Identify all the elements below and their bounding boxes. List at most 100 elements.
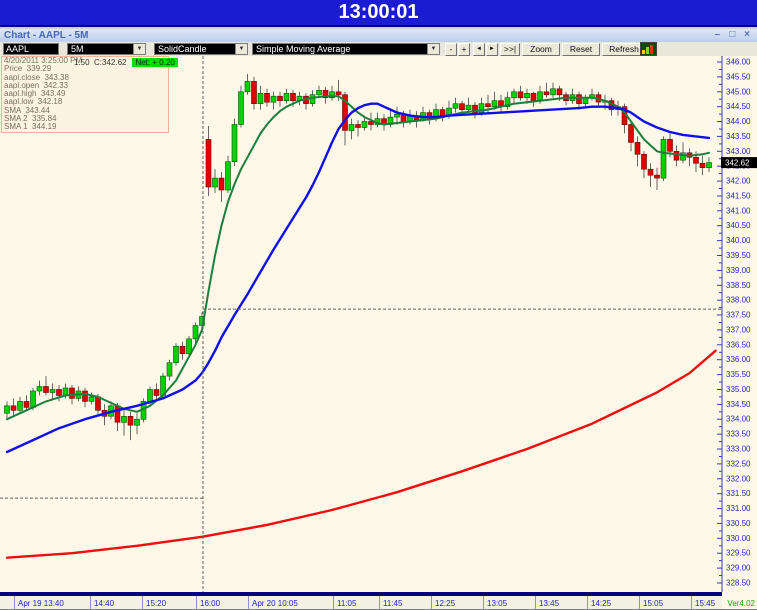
sma-2-red: [5, 349, 717, 559]
indicator-value: Simple Moving Average: [256, 44, 351, 54]
svg-text:342.62: 342.62: [725, 159, 750, 168]
svg-text:334.00: 334.00: [726, 415, 751, 424]
symbol-input[interactable]: [3, 43, 59, 55]
svg-text:344.00: 344.00: [726, 117, 751, 126]
time-tick: [14, 596, 15, 610]
svg-text:340.50: 340.50: [726, 221, 751, 230]
svg-text:340.00: 340.00: [726, 236, 751, 245]
sma-1-blue: [5, 102, 711, 454]
net-change-badge: Net: + 0.20: [132, 58, 178, 67]
svg-text:338.50: 338.50: [726, 281, 751, 290]
zoom-out-button[interactable]: -: [445, 43, 457, 56]
svg-text:338.00: 338.00: [726, 296, 751, 305]
time-tick: [90, 596, 91, 610]
maximize-button[interactable]: □: [729, 29, 736, 40]
time-axis-label: 15:20: [146, 599, 167, 608]
time-tick: [431, 596, 432, 610]
tooltip-date: 4/20/2011 3:25:00 PM: [4, 56, 83, 65]
pan-left-button[interactable]: ◄: [473, 43, 485, 56]
svg-text:341.50: 341.50: [726, 192, 751, 201]
time-axis-label: 11:45: [383, 599, 403, 608]
time-tick: [142, 596, 143, 610]
candlestick-chart-icon[interactable]: [640, 42, 657, 56]
pan-right-button[interactable]: ►: [486, 43, 498, 56]
time-axis-label: 14:40: [94, 599, 115, 608]
minimize-button[interactable]: –: [714, 29, 721, 40]
svg-text:336.50: 336.50: [726, 340, 751, 349]
svg-text:333.50: 333.50: [726, 430, 751, 439]
svg-text:337.50: 337.50: [726, 311, 751, 320]
chart-toolbar: 5M ▼ SolidCandle ▼ Simple Moving Average…: [0, 42, 757, 57]
interval-select[interactable]: 5M ▼: [67, 43, 146, 55]
chart-style-value: SolidCandle: [158, 44, 207, 54]
svg-text:335.00: 335.00: [726, 385, 751, 394]
reset-button[interactable]: Reset: [562, 43, 600, 56]
time-axis-label: 14:25: [591, 599, 612, 608]
indicator-select[interactable]: Simple Moving Average ▼: [252, 43, 440, 55]
time-tick: [333, 596, 334, 610]
chart-area[interactable]: 346.00 345.50 345.00 344.50 344.00 343.50 343.…: [0, 56, 757, 592]
time-tick: [196, 596, 197, 610]
time-axis-separator: [0, 592, 722, 596]
time-axis-label: 13:45: [539, 599, 560, 608]
crosshair: [0, 56, 722, 592]
chart-style-select[interactable]: SolidCandle ▼: [154, 43, 248, 55]
zoom-button[interactable]: Zoom: [522, 43, 560, 56]
svg-text:335.50: 335.50: [726, 370, 751, 379]
axis-corner: Ver4.02: [722, 592, 757, 610]
svg-text:341.00: 341.00: [726, 206, 751, 215]
clock-banner: 13:00:01: [0, 0, 757, 27]
svg-text:329.00: 329.00: [726, 564, 751, 573]
tooltip-row: aapl.open 342.33: [4, 80, 69, 90]
status-ohlc: 1.50 C:342.62: [74, 58, 127, 67]
chart-status-line: 1.50 C:342.62 Net: + 0.20: [74, 58, 178, 67]
time-tick: [691, 596, 692, 610]
time-tick: [535, 596, 536, 610]
zoom-in-button[interactable]: +: [458, 43, 470, 56]
time-axis-label: 16:00: [200, 599, 221, 608]
time-tick: [587, 596, 588, 610]
time-axis-label: 15:05: [643, 599, 664, 608]
svg-text:329.50: 329.50: [726, 549, 751, 558]
go-to-end-button[interactable]: >>|: [500, 43, 520, 56]
tooltip-rows: Price 339.29 aapl.close 343.38 aapl.open 3…: [2, 64, 168, 131]
chevron-down-icon[interactable]: ▼: [133, 44, 145, 54]
interval-value: 5M: [71, 44, 84, 54]
price-chart-canvas[interactable]: 346.00 345.50 345.00 344.50 344.00 343.50 343.…: [0, 56, 757, 592]
svg-text:334.50: 334.50: [726, 400, 751, 409]
svg-text:346.00: 346.00: [726, 58, 751, 67]
svg-text:337.00: 337.00: [726, 325, 751, 334]
svg-text:339.50: 339.50: [726, 251, 751, 260]
window-title: Chart - AAPL - 5M: [4, 30, 89, 41]
svg-text:336.00: 336.00: [726, 355, 751, 364]
svg-text:345.00: 345.00: [726, 87, 751, 96]
close-button[interactable]: ×: [744, 29, 750, 40]
chevron-down-icon[interactable]: ▼: [427, 44, 439, 54]
time-axis-label: 13:05: [487, 599, 508, 608]
tooltip-row: Price 339.29: [4, 64, 52, 74]
svg-text:332.50: 332.50: [726, 459, 751, 468]
svg-text:332.00: 332.00: [726, 474, 751, 483]
version-label: Ver4.02: [727, 599, 755, 608]
svg-text:339.00: 339.00: [726, 266, 751, 275]
time-tick: [248, 596, 249, 610]
chevron-down-icon[interactable]: ▼: [235, 44, 247, 54]
window-controls: – □ ×: [711, 29, 753, 40]
time-tick: [379, 596, 380, 610]
svg-text:343.50: 343.50: [726, 132, 751, 141]
svg-text:330.50: 330.50: [726, 519, 751, 528]
price-axis: 346.00 345.50 345.00 344.50 344.00 343.50 343.…: [717, 56, 751, 592]
time-tick: [483, 596, 484, 610]
time-tick: [639, 596, 640, 610]
window-title-bar[interactable]: Chart - AAPL - 5M – □ ×: [0, 29, 757, 42]
time-axis: Apr 19 13:40 14:40 15:20 16:00 Apr 20 10:05 1…: [0, 596, 722, 610]
mini-chart-glyph: [642, 45, 653, 54]
time-axis-label: 15:45: [695, 599, 716, 608]
svg-text:343.00: 343.00: [726, 147, 751, 156]
tooltip-row: aapl.close 343.38: [4, 72, 69, 82]
svg-text:345.50: 345.50: [726, 72, 751, 81]
time-axis-label: 12:25: [435, 599, 456, 608]
tooltip-row: aapl.high 343.49: [4, 89, 66, 99]
svg-text:331.50: 331.50: [726, 489, 751, 498]
